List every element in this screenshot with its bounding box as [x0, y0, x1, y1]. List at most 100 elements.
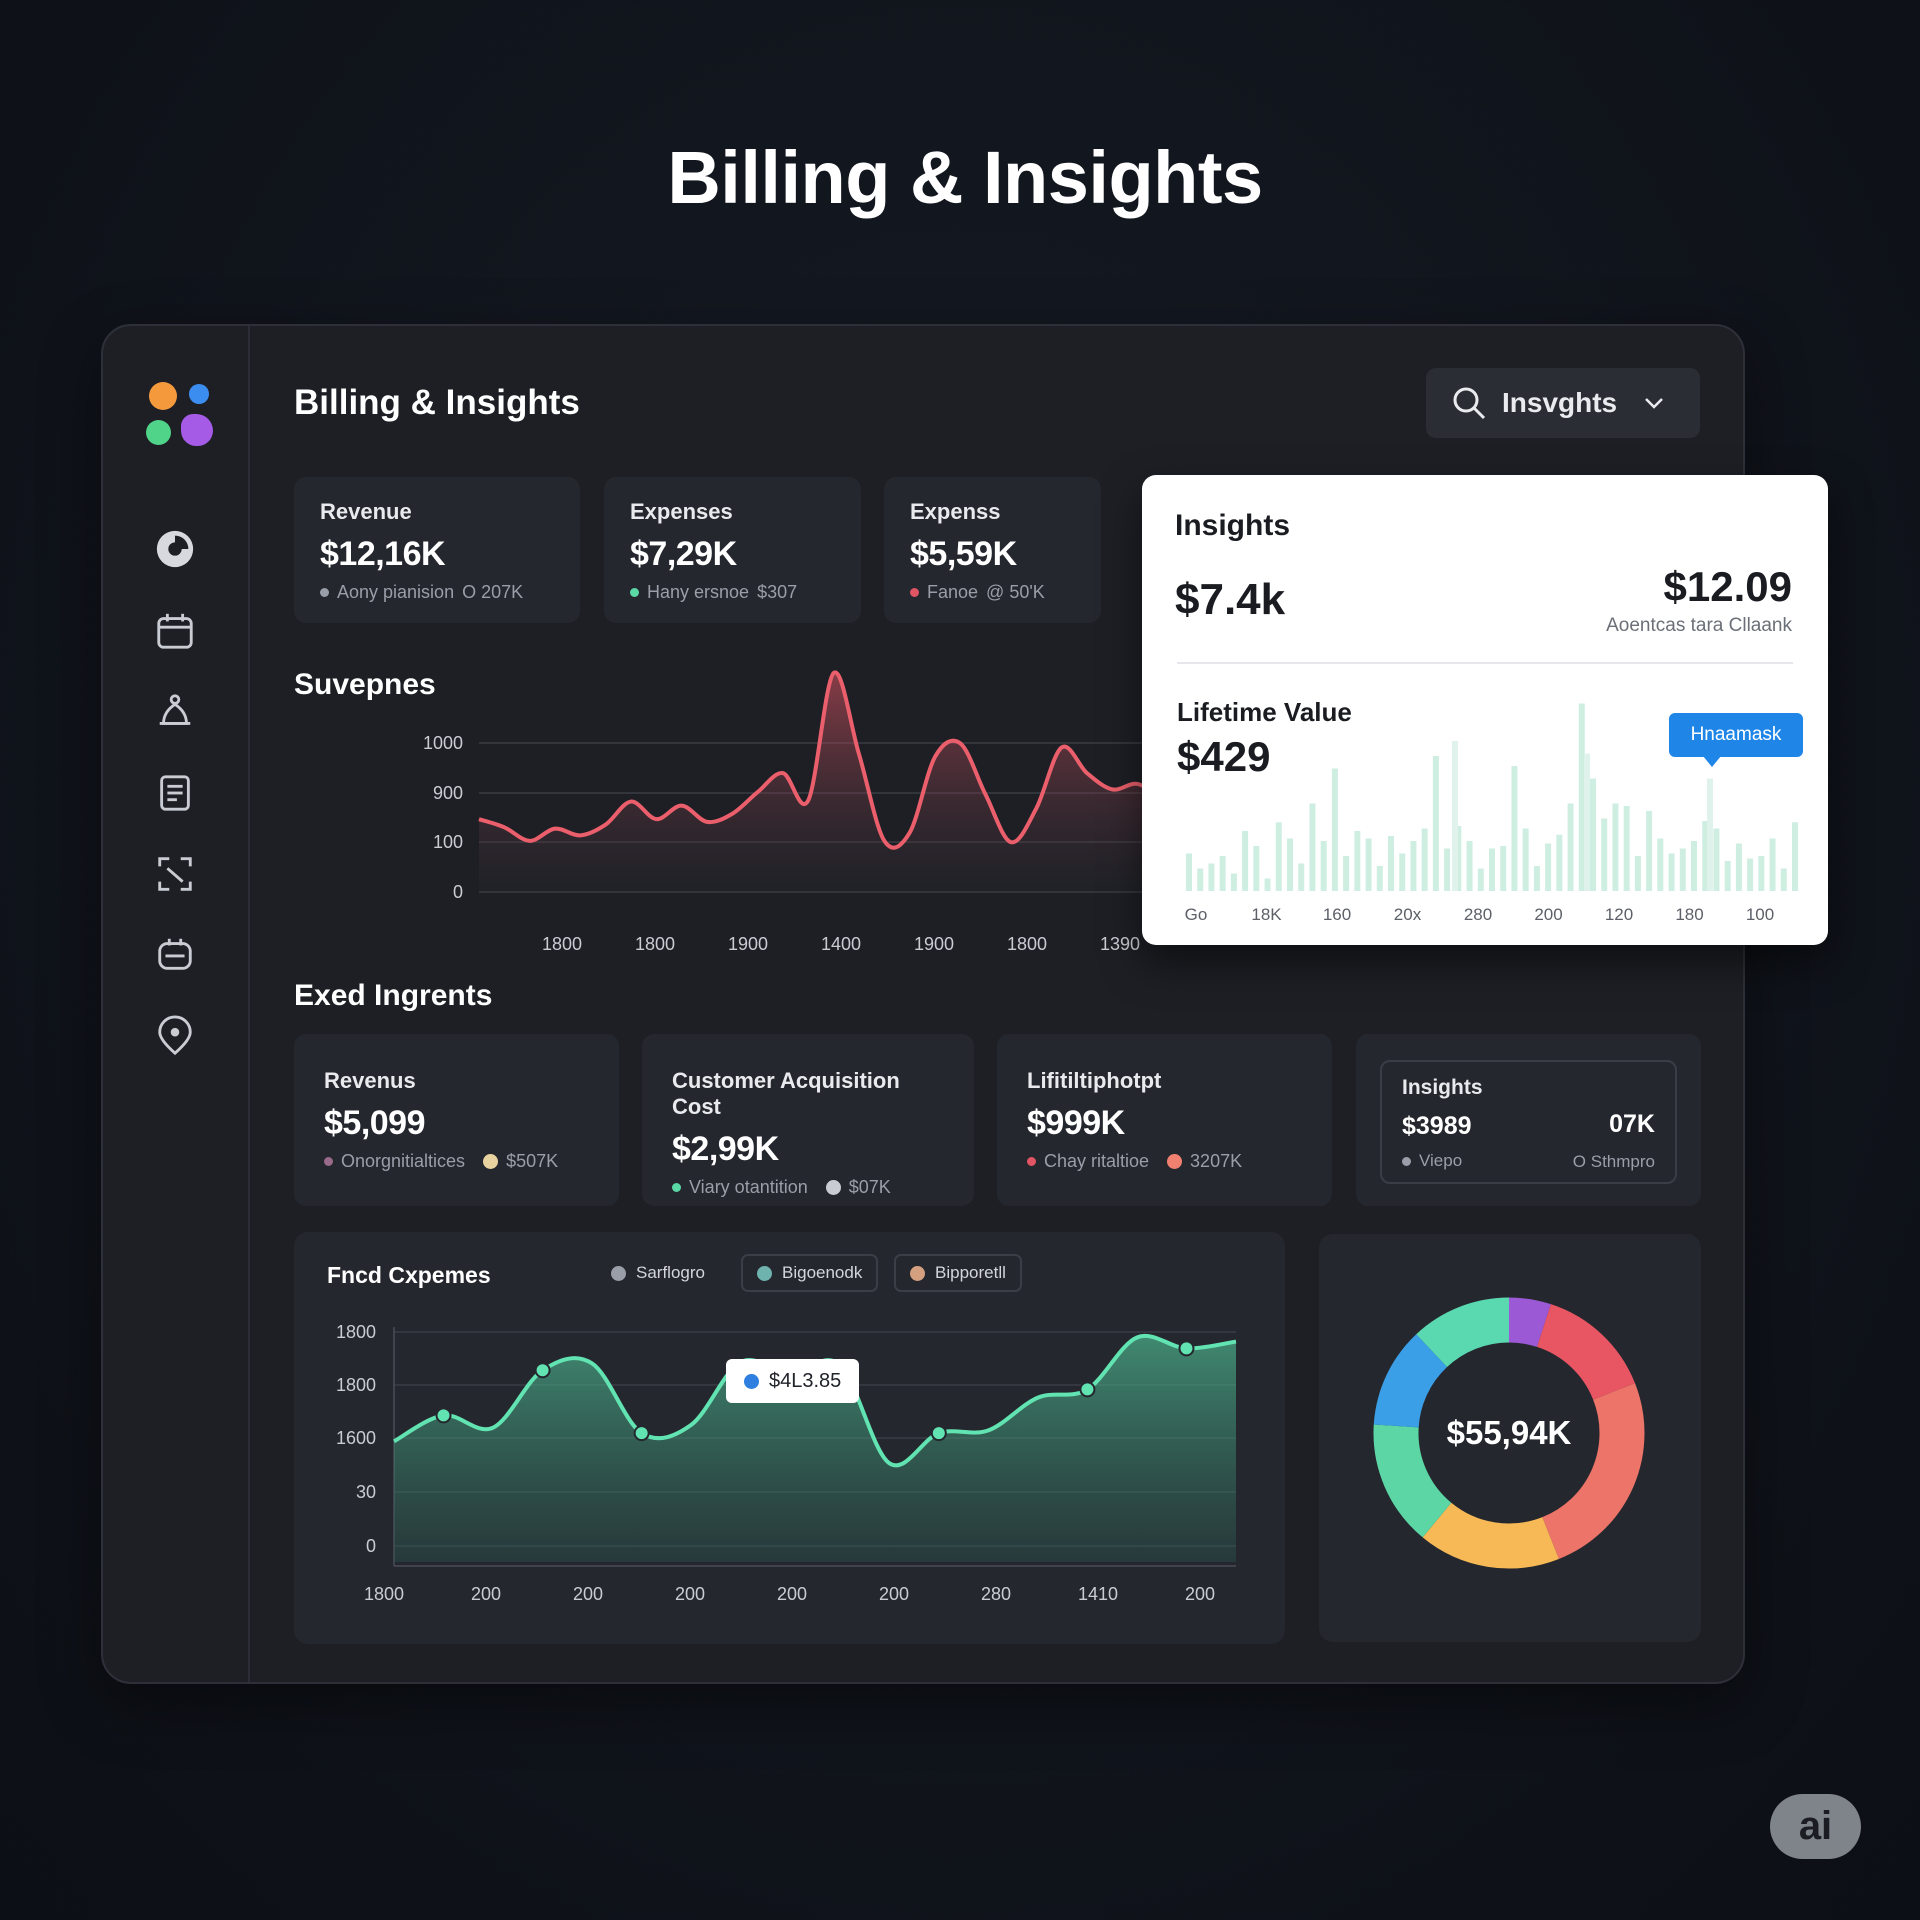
expenss-card[interactable]: Expenss $5,59K Fanoe @ 50'K — [884, 477, 1101, 623]
bar[interactable] — [1792, 822, 1798, 891]
bar[interactable] — [1432, 756, 1439, 891]
bar[interactable] — [1679, 848, 1686, 892]
bar[interactable] — [1623, 806, 1630, 891]
bar[interactable] — [1466, 841, 1473, 891]
data-point[interactable] — [1178, 1340, 1195, 1357]
bar[interactable] — [1691, 841, 1697, 891]
search-dropdown[interactable]: Insvghts — [1426, 368, 1700, 438]
data-point[interactable] — [534, 1362, 551, 1379]
bar[interactable] — [1584, 753, 1590, 892]
calendar-icon[interactable] — [153, 609, 197, 653]
bar[interactable] — [1489, 848, 1495, 892]
bar[interactable] — [1545, 843, 1552, 892]
bell-icon[interactable] — [153, 690, 197, 734]
card-label: Revenue — [320, 499, 412, 524]
bar[interactable] — [1242, 831, 1249, 891]
bar[interactable] — [1634, 856, 1641, 891]
app-logo — [143, 376, 213, 446]
bar[interactable] — [1186, 853, 1192, 892]
bar[interactable] — [1522, 828, 1529, 892]
bar[interactable] — [1354, 831, 1361, 891]
donut-segment[interactable] — [1373, 1334, 1448, 1429]
bar[interactable] — [1533, 866, 1540, 891]
lifetime-card[interactable]: Lifitiltiphotpt $999K Chay ritaltioe 3207… — [997, 1034, 1332, 1206]
bar[interactable] — [1601, 818, 1608, 892]
legend-item[interactable]: Bigoenodk — [741, 1254, 879, 1292]
bar[interactable] — [1646, 811, 1653, 891]
bar[interactable] — [1410, 841, 1417, 891]
revenus-card[interactable]: Revenus $5,099 Onorgnitialtices $507K — [294, 1034, 619, 1206]
divider — [1177, 662, 1793, 664]
revenue-card[interactable]: Revenue $12,16K Aony pianision O 207K — [294, 477, 580, 623]
bar[interactable] — [1758, 856, 1765, 891]
donut-segment[interactable] — [1373, 1424, 1452, 1538]
location-pin-icon[interactable] — [153, 1014, 197, 1058]
bar[interactable] — [1769, 838, 1776, 892]
bar[interactable] — [1567, 803, 1574, 892]
bar[interactable] — [1253, 846, 1260, 891]
bar[interactable] — [1444, 848, 1451, 892]
bar[interactable] — [1511, 766, 1518, 891]
ai-badge[interactable]: ai — [1770, 1794, 1861, 1859]
bar[interactable] — [1668, 853, 1675, 892]
y-tick-label: 0 — [453, 882, 463, 902]
bar[interactable] — [1421, 828, 1428, 892]
bar[interactable] — [1331, 768, 1338, 892]
donut-segment[interactable] — [1422, 1502, 1559, 1569]
legend-item[interactable]: Bipporetll — [894, 1254, 1022, 1292]
x-tick-label: 1400 — [821, 934, 861, 954]
bar[interactable] — [1707, 778, 1713, 892]
bar[interactable] — [1590, 778, 1596, 892]
data-point[interactable] — [633, 1425, 650, 1442]
insights-summary-card[interactable]: Insights $3989 07K Viepo O Sthmpro — [1356, 1034, 1701, 1206]
bar[interactable] — [1320, 841, 1327, 891]
bar[interactable] — [1452, 741, 1458, 891]
donut-segment[interactable] — [1416, 1297, 1510, 1368]
donut-segment[interactable] — [1508, 1297, 1551, 1348]
bar[interactable] — [1578, 703, 1585, 892]
bar[interactable] — [1780, 868, 1787, 892]
bar[interactable] — [1500, 846, 1507, 891]
bar[interactable] — [1264, 878, 1271, 892]
donut-segment[interactable] — [1536, 1304, 1635, 1401]
bar[interactable] — [1612, 803, 1619, 892]
insights-right-value: $12.09 — [1663, 563, 1792, 610]
bar[interactable] — [1399, 853, 1406, 892]
expenses-card[interactable]: Expenses $7,29K Hany ersnoe $307 — [604, 477, 861, 623]
bar[interactable] — [1735, 843, 1742, 892]
wallet-icon[interactable] — [153, 933, 197, 977]
bar[interactable] — [1702, 821, 1709, 891]
document-icon[interactable] — [153, 771, 197, 815]
customer-acquisition-cost-card[interactable]: Customer Acquisition Cost $2,99K Viary o… — [642, 1034, 974, 1206]
legend-dot — [910, 1265, 925, 1281]
bar[interactable] — [1376, 866, 1383, 891]
x-tick-label: 200 — [471, 1584, 501, 1604]
bar[interactable] — [1657, 838, 1664, 892]
bar[interactable] — [1230, 873, 1237, 892]
donut-panel: $55,94K — [1319, 1234, 1701, 1642]
bar[interactable] — [1298, 863, 1305, 892]
bar[interactable] — [1724, 861, 1731, 891]
card-label: Expenss — [910, 499, 1001, 524]
bar[interactable] — [1219, 856, 1226, 891]
bar[interactable] — [1275, 822, 1282, 891]
pie-chart-icon[interactable] — [153, 527, 197, 571]
bar[interactable] — [1713, 828, 1720, 892]
bar[interactable] — [1309, 803, 1316, 892]
data-point[interactable] — [435, 1407, 452, 1424]
scan-icon[interactable] — [153, 852, 197, 896]
bar[interactable] — [1365, 838, 1372, 892]
legend-item[interactable]: Sarflogro — [597, 1254, 719, 1292]
bar[interactable] — [1455, 826, 1462, 891]
data-point[interactable] — [1079, 1381, 1096, 1398]
bar[interactable] — [1287, 838, 1293, 892]
donut-segment[interactable] — [1541, 1383, 1645, 1559]
bar[interactable] — [1343, 856, 1350, 891]
bar[interactable] — [1197, 868, 1204, 892]
bar[interactable] — [1477, 868, 1484, 892]
bar[interactable] — [1208, 863, 1215, 892]
bar[interactable] — [1747, 858, 1754, 892]
bar[interactable] — [1556, 834, 1563, 891]
bar[interactable] — [1388, 836, 1394, 891]
data-point[interactable] — [930, 1425, 947, 1442]
